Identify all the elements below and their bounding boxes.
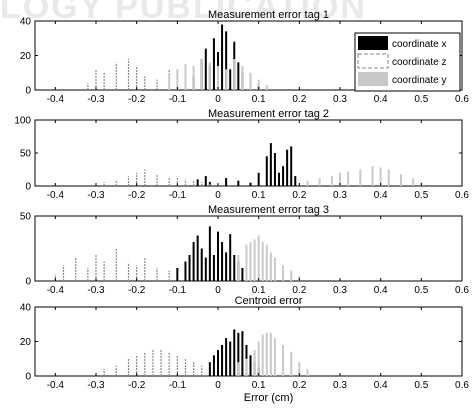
x-tick-label: 0.1: [252, 285, 266, 296]
y-tick-label: 40: [20, 303, 32, 314]
x-tick-label: 0.3: [333, 380, 347, 391]
x-tick-label: -0.1: [169, 94, 187, 105]
x-tick-label: -0.4: [47, 285, 65, 296]
x-tick-label: 0.1: [252, 380, 266, 391]
chart-panel-2: -0.4 -0.3 -0.2 -0.1 0 0.1 0.2 0.3 0.4 0.5 0.6 0 50 10…: [14, 108, 469, 201]
x-tick-label: 0.4: [374, 94, 388, 105]
y-tick-label: 40: [20, 17, 32, 28]
x-axis-label: Error (cm): [244, 392, 294, 404]
x-tick-label: -0.2: [128, 94, 146, 105]
y-tick-label: 20: [20, 51, 32, 62]
x-tick-label: 0.3: [333, 94, 347, 105]
series-coordinate-x: [176, 226, 244, 281]
legend-label: coordinate y: [392, 75, 446, 86]
y-tick-label: 0: [25, 86, 31, 97]
chart-panel-4: -0.4 -0.3 -0.2 -0.1 0 0.1 0.2 0.3 0.4 0.5 0.6 0 20 40…: [20, 295, 470, 404]
chart-title: Measurement error tag 3: [208, 204, 329, 216]
plot-area: [34, 215, 463, 282]
x-tick-label: 0.2: [292, 380, 306, 391]
x-tick-label: 0.2: [292, 285, 306, 296]
x-tick-label: 0.4: [374, 285, 388, 296]
x-tick-label: 0.4: [374, 380, 388, 391]
series-coordinate-z: [54, 248, 170, 281]
x-tick-label: -0.4: [47, 380, 65, 391]
chart-title: Centroid error: [235, 295, 303, 307]
y-tick-label: 50: [20, 212, 32, 223]
x-tick-label: -0.3: [87, 94, 105, 105]
chart-title: Measurement error tag 2: [208, 108, 329, 120]
x-tick-label: 0.3: [333, 285, 347, 296]
plot-area: [34, 119, 463, 187]
x-tick-label: 0: [215, 190, 221, 201]
y-tick-label: 20: [20, 337, 32, 348]
x-tick-label: 0.6: [455, 94, 469, 105]
x-tick-label: -0.3: [87, 190, 105, 201]
x-tick-label: 0.6: [455, 190, 469, 201]
legend-label: coordinate z: [392, 57, 446, 68]
x-tick-label: -0.1: [169, 190, 187, 201]
x-tick-label: -0.2: [128, 285, 146, 296]
y-tick-label: 0: [25, 182, 31, 193]
x-tick-label: 0.6: [455, 285, 469, 296]
series-coordinate-x: [196, 143, 297, 186]
x-tick-label: 0.3: [333, 190, 347, 201]
x-tick-label: 0.2: [292, 94, 306, 105]
legend-swatch: [358, 72, 388, 86]
x-tick-label: -0.2: [128, 380, 146, 391]
x-tick-label: 0.1: [252, 190, 266, 201]
legend-swatch: [358, 36, 388, 50]
x-tick-label: 0: [215, 285, 221, 296]
x-tick-label: 0.1: [252, 94, 266, 105]
y-tick-label: 0: [25, 277, 31, 288]
chart-panel-3: -0.4 -0.3 -0.2 -0.1 0 0.1 0.2 0.3 0.4 0.5 0.6 0 50 Me…: [20, 204, 470, 296]
x-tick-label: 0: [215, 380, 221, 391]
legend-label: coordinate x: [392, 39, 446, 50]
x-tick-label: 0: [215, 94, 221, 105]
series-coordinate-z: [103, 350, 203, 376]
x-tick-label: -0.4: [47, 94, 65, 105]
x-tick-label: -0.3: [87, 380, 105, 391]
chart-title: Measurement error tag 1: [208, 9, 329, 21]
plot-area: [34, 306, 463, 377]
series-coordinate-y: [237, 235, 301, 281]
x-tick-label: 0.5: [414, 285, 428, 296]
legend-swatch: [357, 53, 389, 69]
x-tick-label: 0.5: [414, 94, 428, 105]
y-tick-label: 0: [25, 372, 31, 383]
x-tick-label: -0.4: [47, 190, 65, 201]
x-tick-label: -0.1: [169, 285, 187, 296]
x-tick-label: -0.1: [169, 380, 187, 391]
y-tick-label: 100: [14, 116, 31, 127]
y-tick-label: 50: [20, 149, 32, 160]
legend: coordinate x coordinate z coordinate y: [354, 32, 461, 92]
x-tick-label: 0.4: [374, 190, 388, 201]
series-coordinate-y: [168, 58, 268, 90]
x-tick-label: 0.6: [455, 380, 469, 391]
x-tick-label: -0.3: [87, 285, 105, 296]
x-tick-label: 0.2: [292, 190, 306, 201]
x-tick-label: 0.5: [414, 190, 428, 201]
x-tick-label: 0.5: [414, 380, 428, 391]
series-coordinate-y: [237, 332, 309, 376]
x-tick-label: -0.2: [128, 190, 146, 201]
